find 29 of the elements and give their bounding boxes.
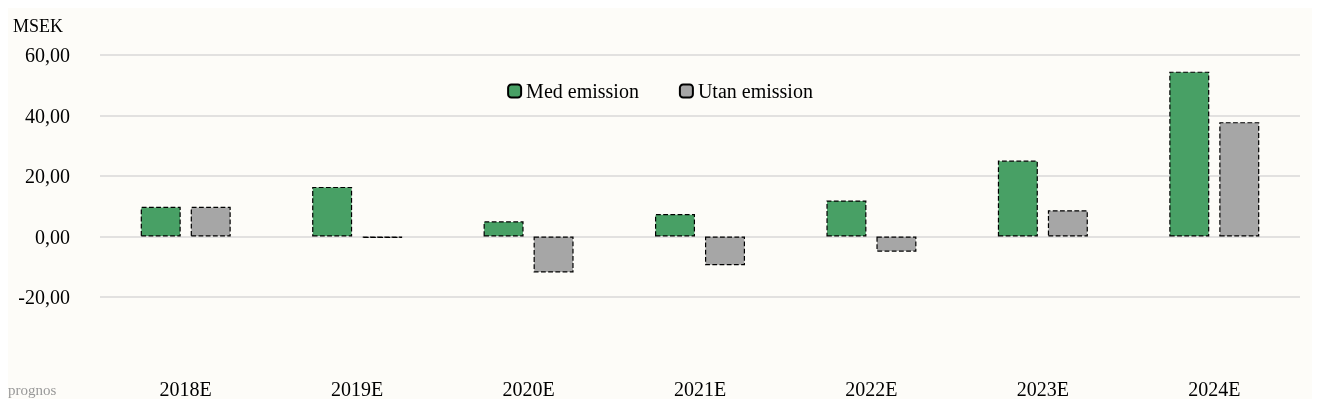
- bar: [312, 186, 353, 237]
- bar: [190, 206, 231, 237]
- x-tick-label: 2024E: [1188, 378, 1241, 400]
- bar: [876, 236, 917, 252]
- x-tick-label: 2023E: [1016, 378, 1069, 400]
- y-tick-label: 20,00: [25, 165, 70, 187]
- x-tick-label: 2022E: [845, 378, 898, 400]
- x-tick-label: 2018E: [159, 378, 212, 400]
- bar: [1219, 122, 1260, 237]
- y-axis-title: MSEK: [13, 16, 64, 36]
- legend-label: Utan emission: [697, 80, 813, 102]
- bar: [1169, 71, 1210, 237]
- y-tick-label: 40,00: [25, 104, 70, 127]
- bar: [655, 214, 695, 237]
- legend-label: Med emission: [526, 80, 639, 102]
- y-tick-label: 60,00: [25, 44, 70, 66]
- bar: [533, 236, 574, 273]
- bar: [997, 160, 1038, 237]
- bar: [1047, 210, 1088, 237]
- x-tick-label: 2021E: [673, 378, 727, 400]
- bar: [826, 200, 867, 237]
- y-tick-label: -20,00: [18, 286, 70, 308]
- bar: [705, 236, 745, 266]
- x-tick-label: 2020E: [502, 378, 555, 400]
- bar: [140, 206, 181, 237]
- y-tick-label: 0,00: [35, 225, 70, 248]
- x-tick-label: 2019E: [331, 378, 384, 400]
- bar: [483, 221, 524, 237]
- text: prognos: [8, 381, 57, 398]
